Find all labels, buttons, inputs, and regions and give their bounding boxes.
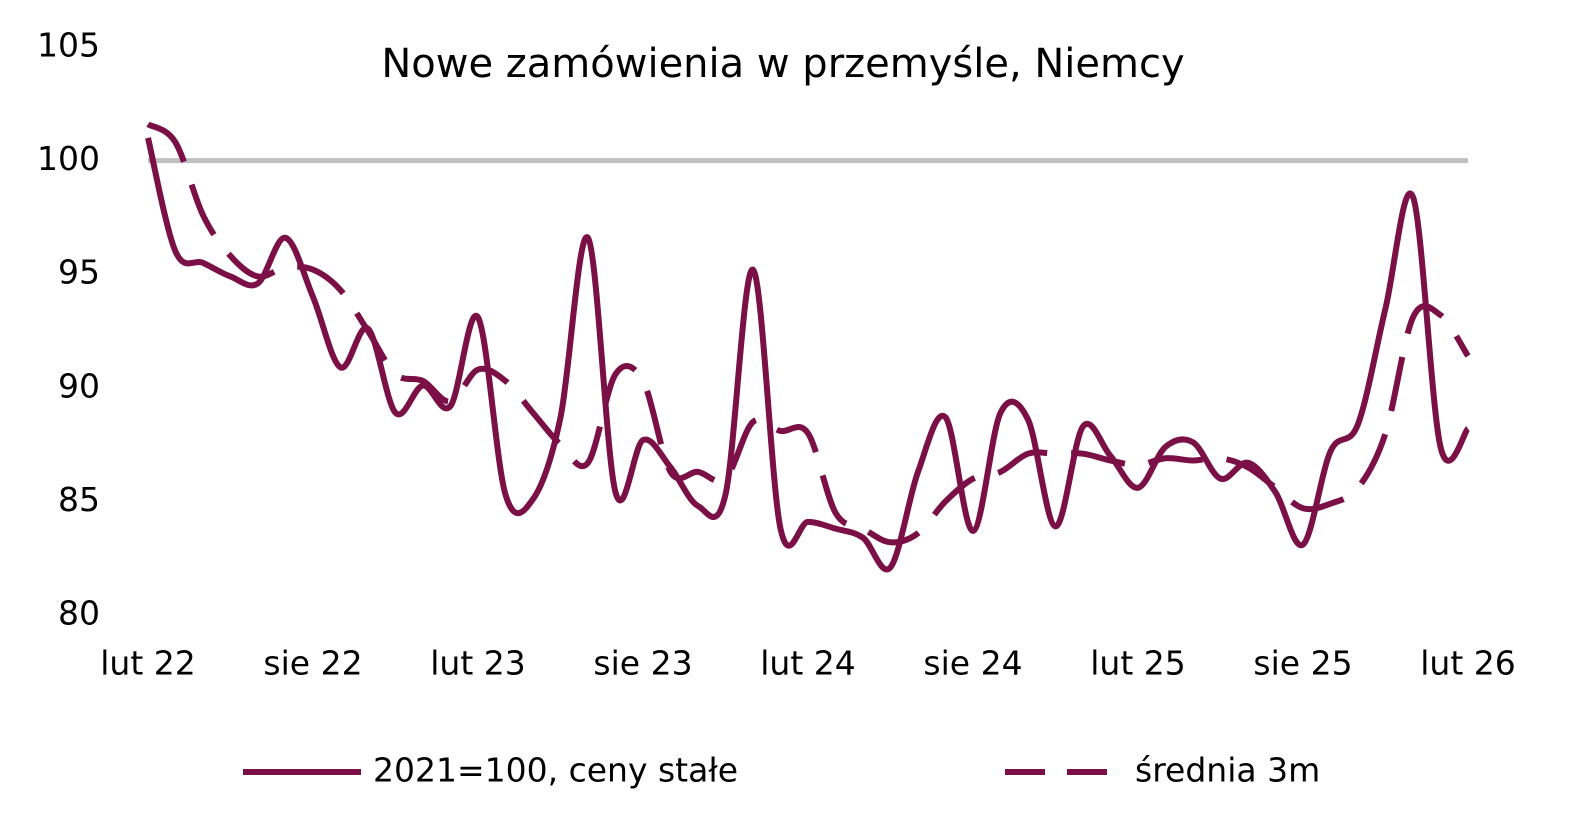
chart-title: Nowe zamówienia w przemyśle, Niemcy — [381, 41, 1184, 87]
x-tick-label: sie 24 — [923, 644, 1022, 683]
x-tick-label: lut 23 — [430, 644, 526, 683]
series-line — [146, 121, 1471, 546]
y-tick-label: 80 — [58, 594, 100, 633]
y-tick-label: 95 — [58, 253, 100, 292]
x-tick-label: lut 26 — [1420, 644, 1516, 683]
y-tick-label: 90 — [58, 366, 100, 405]
x-tick-label: sie 23 — [593, 644, 692, 683]
x-tick-label: lut 24 — [760, 644, 856, 683]
x-tick-label: sie 25 — [1253, 644, 1352, 683]
legend-label: 2021=100, ceny stałe — [373, 751, 738, 790]
x-tick-label: sie 22 — [263, 644, 362, 683]
y-tick-label: 85 — [58, 480, 100, 519]
x-tick-label: lut 22 — [100, 644, 196, 683]
y-tick-label: 100 — [37, 139, 100, 178]
series-line — [145, 137, 1471, 573]
legend-label: średnia 3m — [1135, 751, 1320, 790]
y-tick-label: 105 — [37, 26, 100, 65]
x-tick-label: lut 25 — [1090, 644, 1186, 683]
